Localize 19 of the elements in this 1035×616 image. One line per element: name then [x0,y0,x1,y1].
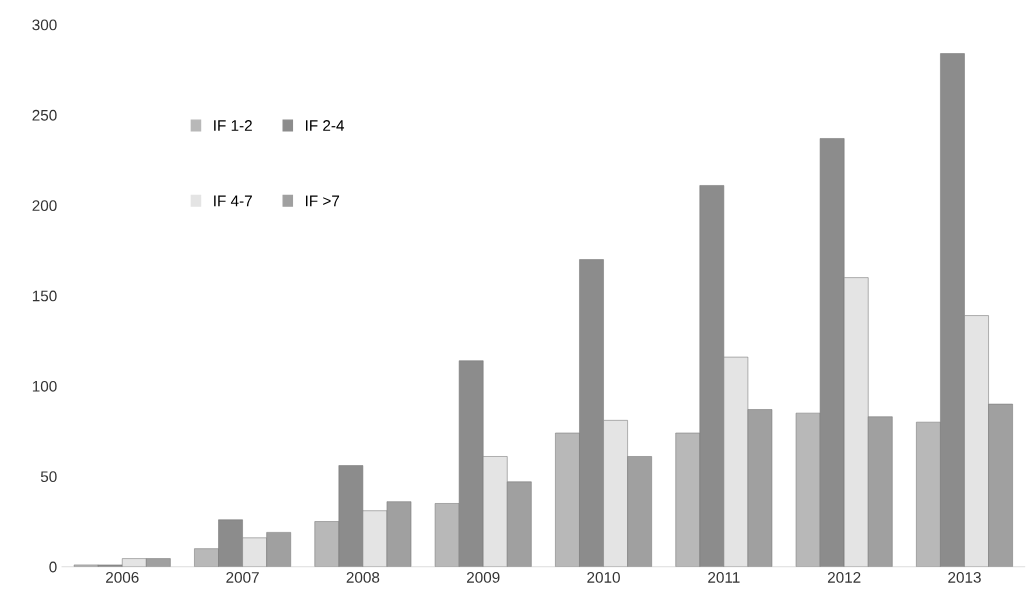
x-tick-label: 2007 [226,571,259,583]
x-tick-label: 2012 [827,571,861,583]
x-tick-label: 2011 [708,571,740,583]
y-tick-label: 250 [32,109,57,121]
y-tick-label: 300 [32,19,57,31]
legend-label: IF 2-4 [306,120,345,131]
legend-label: IF 1-2 [214,120,252,131]
legend-label: IF 4-7 [214,195,252,207]
legend-label: IF >7 [306,195,340,207]
y-tick-label: 150 [32,290,57,302]
y-tick-label: 50 [40,471,57,483]
x-tick-label: 2013 [948,571,981,583]
x-tick-label: 2010 [587,571,620,583]
x-tick-label: 2006 [106,571,139,583]
y-tick-label: 0 [49,561,57,573]
y-tick-label: 200 [32,200,57,212]
x-tick-label: 2009 [466,571,500,583]
x-tick-label: 2008 [346,571,380,583]
y-tick-label: 100 [32,380,57,392]
